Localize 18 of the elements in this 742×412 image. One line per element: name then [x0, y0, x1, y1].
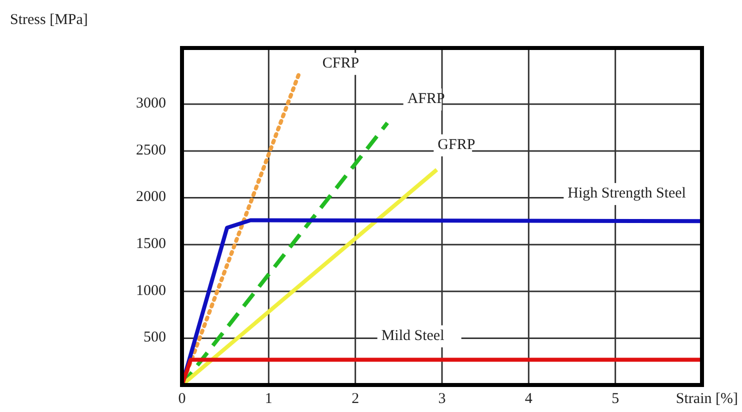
x-tick-label: 1 [264, 391, 272, 407]
series-label: CFRP [322, 55, 360, 72]
series-label: High Strength Steel [568, 185, 686, 202]
x-axis-title: Strain [%] [676, 391, 738, 407]
x-tick-label: 5 [612, 391, 620, 407]
y-tick-label: 2500 [136, 142, 166, 158]
x-tick-label: 0 [178, 391, 186, 407]
y-tick-label: 2000 [136, 189, 166, 206]
y-tick-label: 3000 [136, 96, 166, 112]
y-tick-label: 500 [144, 330, 166, 346]
x-tick-label: 2 [352, 391, 360, 407]
x-tick-label: 3 [438, 391, 446, 407]
y-axis-title: Stress [MPa] [10, 12, 88, 28]
y-tick-label: 1500 [136, 236, 166, 252]
y-tick-label: 1000 [136, 282, 166, 299]
x-tick-label: 4 [524, 391, 533, 407]
series-label: Mild Steel [381, 328, 444, 344]
series-label: GFRP [438, 136, 476, 153]
